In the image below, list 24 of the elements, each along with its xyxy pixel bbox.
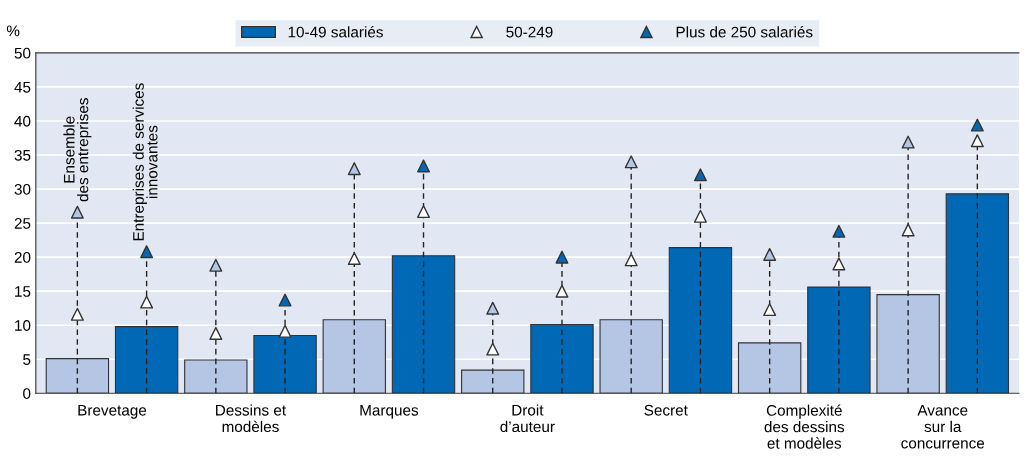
y-tick-label: 35 [14, 149, 31, 161]
annotation: Entreprises de services innovantes [132, 83, 158, 241]
legend-label: 50-249 [506, 26, 553, 38]
y-tick-label: 30 [14, 183, 31, 195]
x-tick-label: Brevetage [78, 404, 147, 419]
x-tick-label: Dessins et modèles [216, 404, 286, 433]
y-tick-label: 40 [14, 115, 31, 127]
y-tick-label: 20 [14, 252, 31, 263]
y-tick-label: 15 [15, 286, 31, 297]
y-tick-label: 0 [23, 388, 31, 399]
y-tick-label: 45 [14, 81, 31, 93]
x-tick-label: Avance sur la concurrence [901, 404, 985, 449]
legend-label: Plus de 250 salariés [676, 26, 813, 38]
y-tick-label: 25 [14, 217, 31, 229]
y-tick-label: 10 [15, 320, 31, 331]
legend-label: 10-49 salariés [288, 26, 383, 38]
x-tick-label: Complexité des dessins et modèles [764, 404, 845, 449]
y-tick-label: 50 [14, 47, 31, 59]
y-tick-label: 5 [23, 354, 31, 365]
y-axis-title: % [6, 25, 20, 37]
annotation: Ensemble des entreprises [63, 98, 92, 202]
x-tick-label: Secret [644, 404, 688, 416]
x-tick-label: Marques [360, 404, 419, 419]
x-tick-label: Droit d’auteur [500, 404, 555, 433]
